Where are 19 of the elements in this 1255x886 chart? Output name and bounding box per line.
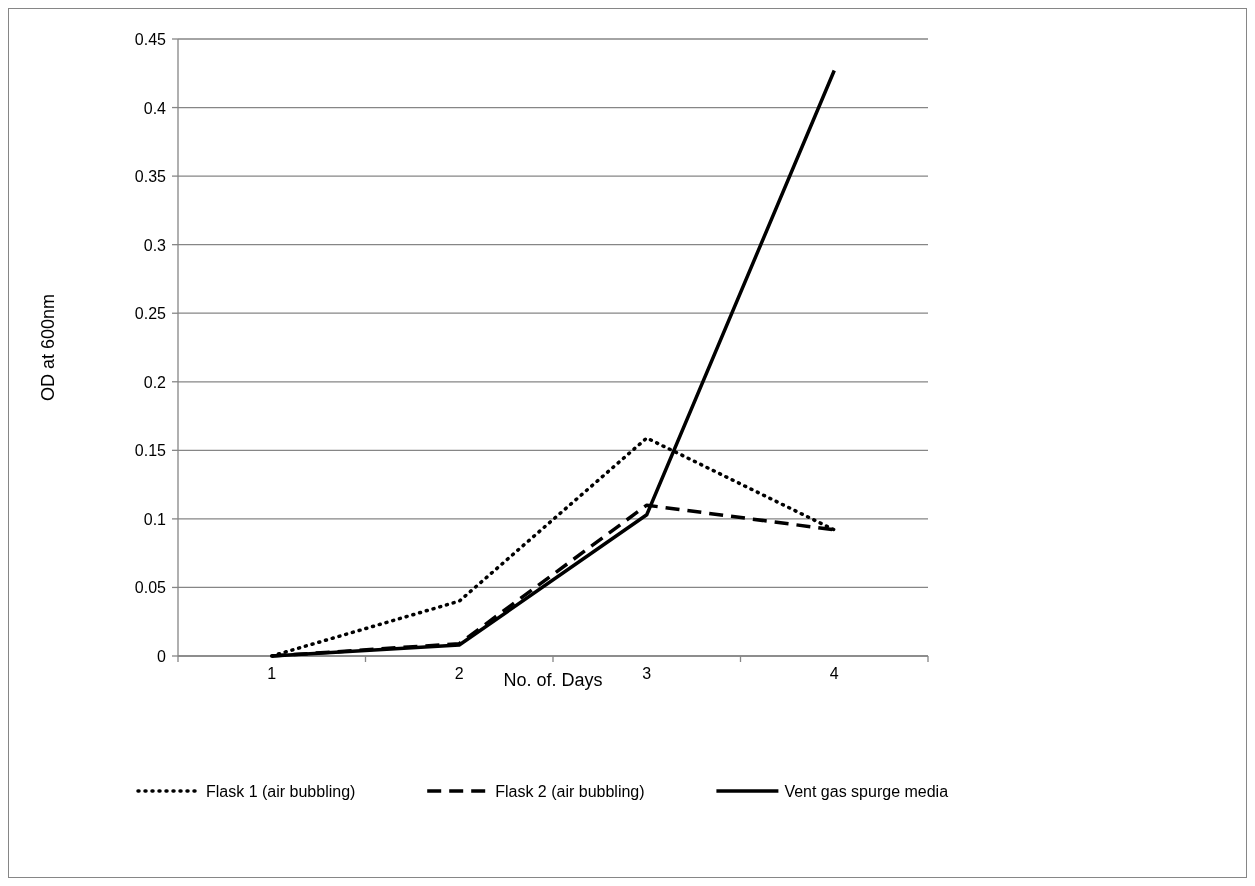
y-tick-label: 0.05 [134, 579, 167, 597]
legend-label: Flask 1 (air bubbling) [206, 783, 356, 800]
y-tick-label: 0.45 [134, 31, 167, 48]
x-tick-label: 3 [642, 665, 652, 682]
y-tick-label: 0.15 [134, 442, 167, 460]
x-tick-label: 2 [454, 665, 464, 682]
y-tick-label: 0.1 [143, 510, 167, 528]
x-tick-label: 1 [267, 665, 277, 682]
x-tick-label: 4 [829, 665, 839, 682]
y-tick-label: 0.25 [134, 305, 167, 323]
y-tick-label: 0.35 [134, 168, 167, 186]
y-tick-label: 0.2 [143, 373, 167, 391]
y-tick-label: 0.3 [143, 236, 167, 254]
x-axis-title: No. of. Days [503, 670, 603, 690]
legend-label: Flask 2 (air bubbling) [495, 783, 645, 800]
legend-label: Vent gas spurge media [784, 783, 949, 800]
y-axis-title: OD at 600nm [38, 293, 58, 402]
y-tick-label: 0.4 [143, 99, 167, 117]
y-tick-label: 0 [157, 648, 167, 665]
